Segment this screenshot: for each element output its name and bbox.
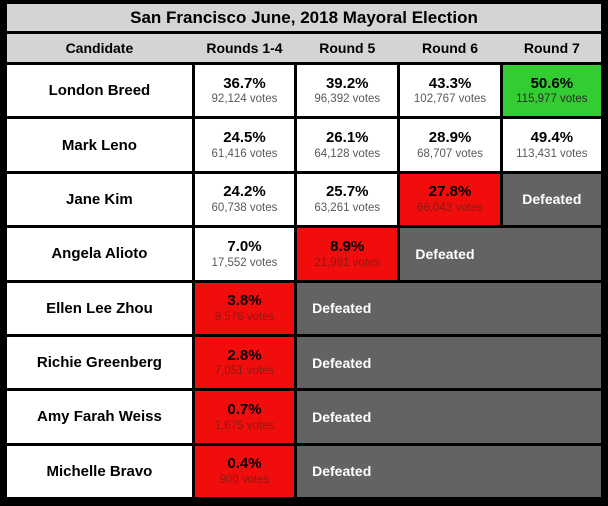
vote-count: 92,124 votes [211,93,278,106]
vote-count: 64,128 votes [314,147,381,160]
result-cell: 7.0% 17,552 votes [194,228,295,280]
defeated-cell: Defeated [502,173,601,226]
vote-percentage: 28.9% [428,129,472,147]
candidate-name: Jane Kim [7,173,192,226]
vote-percentage: 2.8% [227,346,262,364]
column-header-round-6: Round 6 [422,40,479,56]
candidate-name: Richie Greenberg [7,336,192,389]
vote-percentage: 36.7% [223,74,266,92]
vote-count: 68,707 votes [417,147,483,160]
vote-percentage: 39.2% [325,74,369,92]
result-cell-eliminated: 3.8% 9,576 votes [194,282,295,334]
defeated-cell: Defeated [400,228,601,280]
vote-count: 17,552 votes [211,256,278,269]
column-header-round-5: Round 5 [319,40,376,56]
vote-count: 61,416 votes [211,147,278,160]
column-header-round-7: Round 7 [523,40,580,56]
vote-percentage: 3.8% [227,292,262,310]
vote-count: 9,576 votes [214,310,275,323]
result-cell: 26.1% 64,128 votes [297,119,398,171]
candidate-name: Ellen Lee Zhou [7,282,192,334]
result-cell: 24.2% 60,738 votes [194,173,295,226]
results-grid: San Francisco June, 2018 Mayoral Electio… [7,4,601,497]
result-cell: 25.7% 63,261 votes [297,173,398,226]
defeated-cell: Defeated [297,282,601,334]
vote-percentage: 26.1% [325,129,369,147]
table-title: San Francisco June, 2018 Mayoral Electio… [7,4,601,31]
result-cell: 43.3% 102,767 votes [400,65,500,117]
candidate-name: Michelle Bravo [7,445,192,497]
candidate-name: Amy Farah Weiss [7,391,192,443]
result-cell: 28.9% 68,707 votes [400,119,500,171]
vote-percentage: 27.8% [428,183,472,201]
defeated-cell: Defeated [297,445,601,497]
result-cell-winner: 50.6% 115,977 votes [502,65,601,117]
column-header-rounds-1-4: Rounds 1-4 [206,40,283,56]
vote-percentage: 7.0% [227,237,262,255]
vote-count: 1,675 votes [214,419,275,432]
vote-percentage: 43.3% [428,74,472,92]
vote-count: 21,981 votes [314,256,381,269]
vote-count: 66,043 votes [417,202,483,215]
defeated-cell: Defeated [297,391,601,443]
vote-percentage: 0.4% [227,455,262,473]
result-cell-eliminated: 27.8% 66,043 votes [400,173,500,226]
vote-count: 113,431 votes [516,147,588,160]
result-cell-eliminated: 8.9% 21,981 votes [297,228,398,280]
vote-percentage: 50.6% [530,74,574,92]
result-cell-eliminated: 0.7% 1,675 votes [194,391,295,443]
result-cell: 24.5% 61,416 votes [194,119,295,171]
vote-percentage: 24.5% [223,129,266,147]
column-header-candidate: Candidate [65,40,134,56]
candidate-name: Mark Leno [7,119,192,171]
result-cell: 39.2% 96,392 votes [297,65,398,117]
vote-percentage: 49.4% [530,129,574,147]
vote-count: 96,392 votes [314,93,381,106]
result-cell: 49.4% 113,431 votes [502,119,601,171]
defeated-cell: Defeated [297,336,601,389]
candidate-name: London Breed [7,65,192,117]
vote-count: 63,261 votes [314,202,381,215]
candidate-name: Angela Alioto [7,228,192,280]
vote-percentage: 25.7% [325,183,369,201]
result-cell-eliminated: 0.4% 900 votes [194,445,295,497]
vote-percentage: 8.9% [330,237,365,255]
vote-count: 900 votes [219,474,270,487]
vote-count: 115,977 votes [516,93,588,106]
vote-count: 102,767 votes [413,93,487,106]
vote-percentage: 24.2% [223,183,266,201]
vote-percentage: 0.7% [227,400,262,418]
vote-count: 7,051 votes [214,365,275,378]
header-row-background [7,34,601,62]
result-cell-eliminated: 2.8% 7,051 votes [194,336,295,389]
vote-count: 60,738 votes [211,202,278,215]
result-cell: 36.7% 92,124 votes [194,65,295,117]
